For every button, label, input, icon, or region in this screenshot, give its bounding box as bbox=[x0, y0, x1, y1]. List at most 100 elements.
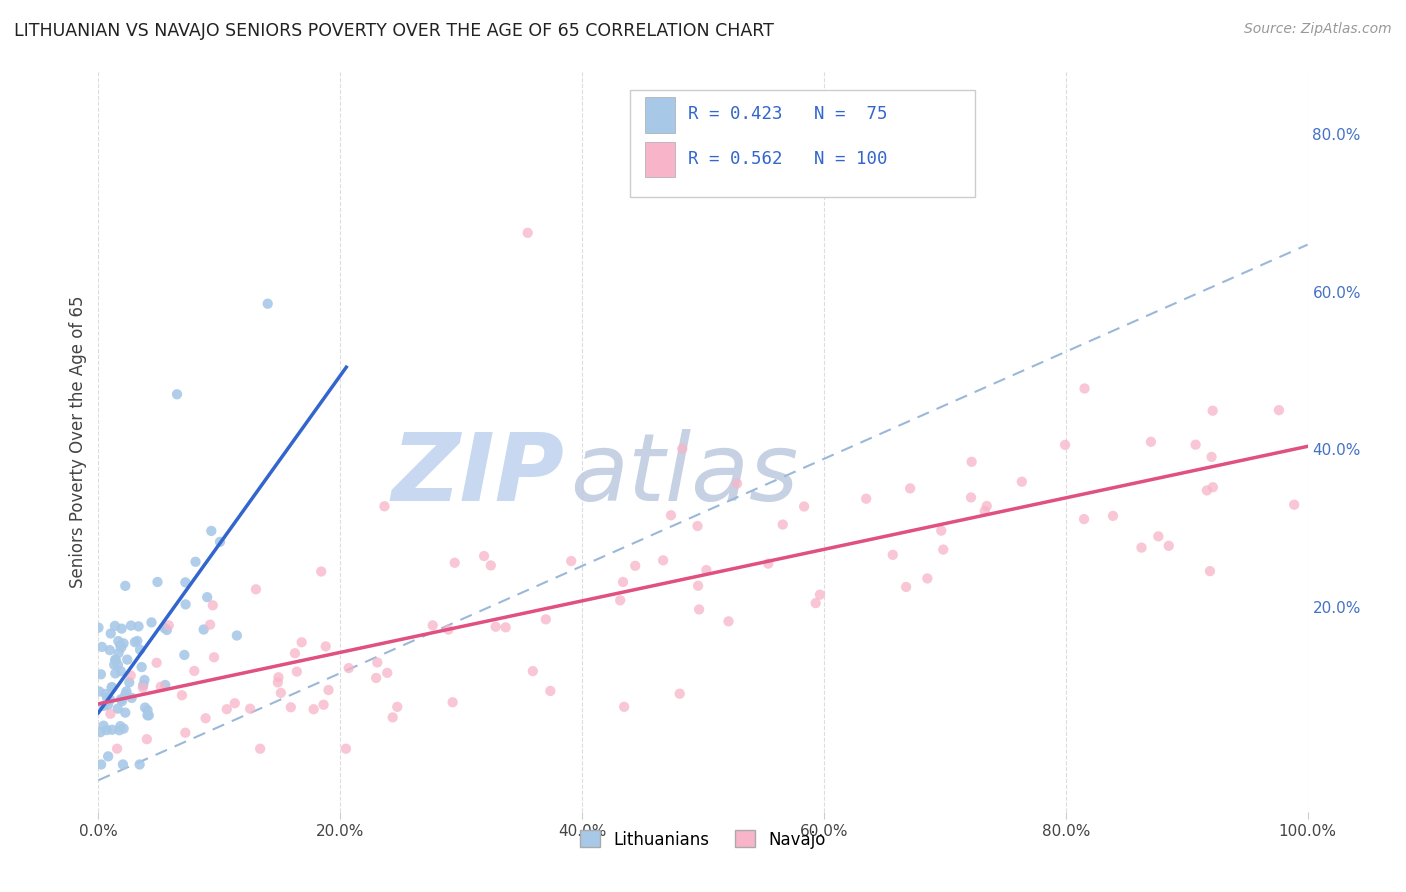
Point bbox=[110, 640, 132, 655]
Point bbox=[284, 646, 307, 660]
Point bbox=[120, 668, 142, 682]
Point bbox=[1184, 438, 1206, 452]
Point bbox=[793, 500, 815, 514]
Point bbox=[225, 628, 247, 642]
Point bbox=[112, 636, 135, 650]
Point bbox=[224, 696, 246, 710]
Point bbox=[194, 711, 217, 725]
Point bbox=[267, 670, 290, 684]
Point bbox=[96, 690, 118, 705]
Point bbox=[437, 623, 460, 637]
Point bbox=[309, 565, 332, 579]
Point bbox=[131, 660, 153, 674]
Point bbox=[174, 575, 197, 590]
Point bbox=[609, 593, 631, 607]
Point bbox=[183, 664, 205, 678]
Point bbox=[560, 554, 582, 568]
Point bbox=[479, 558, 502, 573]
Point bbox=[157, 618, 180, 632]
Point bbox=[134, 700, 156, 714]
Point bbox=[1202, 480, 1225, 494]
Point bbox=[202, 650, 225, 665]
Point bbox=[441, 695, 464, 709]
Point bbox=[443, 556, 465, 570]
Point bbox=[208, 534, 231, 549]
Point bbox=[1157, 539, 1180, 553]
FancyBboxPatch shape bbox=[645, 97, 675, 133]
Point bbox=[717, 615, 740, 629]
Point bbox=[110, 664, 132, 678]
Point bbox=[929, 524, 952, 538]
Point bbox=[612, 574, 634, 589]
Point bbox=[725, 476, 748, 491]
Point bbox=[239, 702, 262, 716]
FancyBboxPatch shape bbox=[645, 142, 675, 178]
Point bbox=[894, 580, 917, 594]
Point bbox=[291, 635, 314, 649]
Point bbox=[98, 693, 121, 707]
Point bbox=[111, 694, 134, 708]
Point bbox=[671, 442, 693, 456]
Legend: Lithuanians, Navajo: Lithuanians, Navajo bbox=[574, 823, 832, 855]
Point bbox=[141, 615, 163, 630]
Point bbox=[128, 619, 150, 633]
Point bbox=[124, 635, 146, 649]
Point bbox=[90, 640, 112, 654]
Point bbox=[882, 548, 904, 562]
Text: R = 0.423   N =  75: R = 0.423 N = 75 bbox=[689, 105, 889, 123]
Point bbox=[686, 519, 709, 533]
Point bbox=[804, 596, 827, 610]
Point bbox=[174, 725, 197, 739]
Point bbox=[522, 664, 544, 678]
Point bbox=[375, 665, 398, 680]
Point bbox=[110, 622, 132, 636]
Point bbox=[695, 563, 717, 577]
Point bbox=[94, 687, 117, 701]
Y-axis label: Seniors Poverty Over the Age of 65: Seniors Poverty Over the Age of 65 bbox=[69, 295, 87, 588]
Point bbox=[97, 749, 120, 764]
Point bbox=[917, 571, 939, 585]
Point bbox=[104, 666, 127, 681]
Point bbox=[270, 686, 292, 700]
Point bbox=[174, 598, 197, 612]
Point bbox=[98, 643, 121, 657]
Point bbox=[104, 619, 127, 633]
Point bbox=[772, 517, 794, 532]
Point bbox=[89, 725, 111, 739]
Point bbox=[1140, 434, 1163, 449]
Point bbox=[114, 706, 136, 720]
Point bbox=[373, 500, 395, 514]
Point bbox=[173, 648, 195, 662]
Point bbox=[110, 639, 132, 653]
Point bbox=[1054, 438, 1077, 452]
Point bbox=[170, 688, 193, 702]
Point bbox=[101, 680, 124, 694]
Point bbox=[128, 757, 150, 772]
Point bbox=[153, 621, 176, 635]
Point bbox=[312, 698, 335, 712]
Point bbox=[193, 623, 215, 637]
Point bbox=[145, 656, 167, 670]
Point bbox=[132, 681, 155, 695]
Point bbox=[756, 557, 779, 571]
Point bbox=[422, 618, 444, 632]
Point bbox=[149, 680, 172, 694]
Point bbox=[973, 504, 995, 518]
Point bbox=[960, 491, 983, 505]
Point bbox=[201, 599, 224, 613]
Point bbox=[121, 690, 143, 705]
Point bbox=[93, 719, 115, 733]
Point bbox=[1073, 512, 1095, 526]
Point bbox=[114, 579, 136, 593]
Point bbox=[184, 555, 207, 569]
Point bbox=[538, 684, 561, 698]
Point bbox=[318, 683, 340, 698]
Point bbox=[624, 558, 647, 573]
Point bbox=[101, 723, 124, 737]
Point bbox=[495, 620, 517, 634]
Text: ZIP: ZIP bbox=[391, 429, 564, 521]
Point bbox=[107, 634, 129, 648]
Point bbox=[267, 675, 290, 690]
Point bbox=[534, 612, 557, 626]
Point bbox=[932, 542, 955, 557]
